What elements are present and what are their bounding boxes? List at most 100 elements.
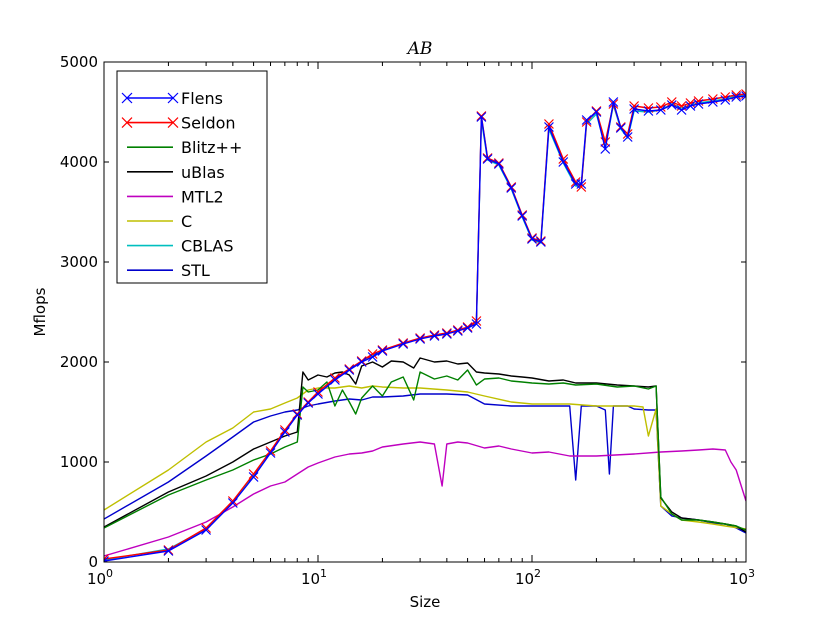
- x-tick-label: 103: [729, 567, 755, 588]
- y-axis-label: Mflops: [31, 287, 49, 336]
- data-point-marker: [429, 330, 440, 340]
- data-point-marker: [629, 104, 640, 114]
- x-tick-base: 10: [729, 570, 748, 588]
- legend-label: Blitz++: [181, 138, 242, 157]
- legend-item: Seldon: [121, 114, 236, 133]
- legend: Flens Seldon Blitz++ uBlas MTL2 C CBLAS STL: [116, 70, 268, 284]
- data-point-marker: [685, 98, 696, 108]
- data-point-marker: [356, 357, 367, 367]
- data-point-marker: [506, 183, 517, 193]
- y-tick-label: 2000: [60, 353, 98, 371]
- data-point-marker: [493, 158, 504, 168]
- data-point-marker: [591, 107, 602, 117]
- data-point-marker: [227, 498, 238, 508]
- legend-marker: [167, 92, 179, 104]
- data-point-marker: [666, 100, 677, 110]
- data-point-marker: [452, 325, 463, 335]
- legend-box: [116, 70, 268, 284]
- y-tick-label: 0: [88, 553, 98, 571]
- data-point-marker: [279, 427, 290, 437]
- data-point-marker: [415, 333, 426, 343]
- data-point-marker: [600, 144, 611, 154]
- x-tick-exp: 0: [106, 567, 113, 580]
- data-point-marker: [265, 448, 276, 458]
- data-point-marker: [476, 112, 487, 122]
- legend-label: C: [181, 212, 192, 231]
- x-tick-label: 101: [301, 567, 327, 588]
- data-point-marker: [330, 373, 340, 383]
- y-tick-label: 3000: [60, 253, 98, 271]
- data-point-marker: [313, 389, 323, 399]
- legend-item: STL: [127, 261, 210, 280]
- data-point-marker: [441, 329, 452, 339]
- data-point-marker: [398, 338, 409, 348]
- series-line-c: [104, 385, 746, 530]
- legend-label: Seldon: [181, 114, 236, 133]
- data-point-marker: [655, 105, 666, 115]
- data-point-marker: [643, 106, 654, 116]
- legend-item: CBLAS: [127, 237, 234, 256]
- data-point-marker: [482, 154, 493, 164]
- data-point-marker: [476, 111, 487, 121]
- x-tick-exp: 3: [748, 567, 755, 580]
- chart-title: AB: [406, 39, 433, 59]
- data-point-marker: [367, 352, 378, 362]
- data-point-marker: [666, 97, 677, 107]
- data-point-marker: [731, 92, 742, 102]
- plot-frame: [103, 61, 747, 563]
- y-tick-label: 1000: [60, 453, 98, 471]
- data-point-marker: [471, 319, 482, 329]
- data-point-marker: [398, 339, 409, 349]
- legend-label: Flens: [181, 89, 223, 108]
- legend-item: MTL2: [127, 187, 224, 206]
- data-point-marker: [615, 123, 626, 133]
- data-point-marker: [676, 105, 687, 115]
- series-line-blitz-: [104, 369, 746, 531]
- x-tick-exp: 2: [534, 567, 541, 580]
- data-point-marker: [330, 375, 340, 385]
- legend-label: CBLAS: [181, 237, 234, 256]
- data-point-marker: [622, 132, 633, 142]
- data-point-marker: [248, 472, 259, 482]
- legend-marker: [121, 92, 133, 104]
- data-point-marker: [201, 525, 212, 535]
- data-point-marker: [462, 322, 473, 332]
- data-point-marker: [441, 328, 452, 338]
- data-point-marker: [707, 97, 718, 107]
- legend-label: uBlas: [181, 163, 225, 182]
- data-point-marker: [367, 349, 378, 359]
- data-point-marker: [344, 365, 355, 375]
- data-point-marker: [248, 469, 259, 479]
- data-point-marker: [163, 546, 174, 556]
- x-tick-label: 100: [87, 567, 113, 588]
- data-point-marker: [685, 101, 696, 111]
- x-tick-base: 10: [515, 570, 534, 588]
- legend-item: Flens: [121, 89, 223, 108]
- data-point-marker: [535, 237, 546, 247]
- data-point-marker: [493, 159, 504, 169]
- legend-marker: [121, 117, 133, 129]
- legend-label: MTL2: [181, 187, 224, 206]
- data-point-marker: [693, 99, 704, 109]
- legend-label: STL: [181, 261, 210, 280]
- legend-item: C: [127, 212, 192, 231]
- data-point-marker: [377, 346, 388, 356]
- data-point-marker: [452, 326, 463, 336]
- legend-item: uBlas: [127, 163, 225, 182]
- x-tick-base: 10: [87, 570, 106, 588]
- y-tick-label: 4000: [60, 153, 98, 171]
- x-tick-base: 10: [301, 570, 320, 588]
- data-point-marker: [227, 496, 238, 506]
- data-point-marker: [608, 97, 619, 107]
- data-point-marker: [303, 398, 314, 408]
- data-point-marker: [429, 331, 440, 341]
- data-point-marker: [163, 545, 174, 555]
- data-point-marker: [544, 122, 554, 132]
- y-tick-label: 5000: [60, 53, 98, 71]
- data-point-marker: [303, 397, 314, 407]
- data-point-marker: [292, 410, 303, 420]
- data-point-marker: [104, 554, 109, 562]
- data-point-marker: [415, 334, 426, 344]
- data-point-marker: [558, 157, 569, 167]
